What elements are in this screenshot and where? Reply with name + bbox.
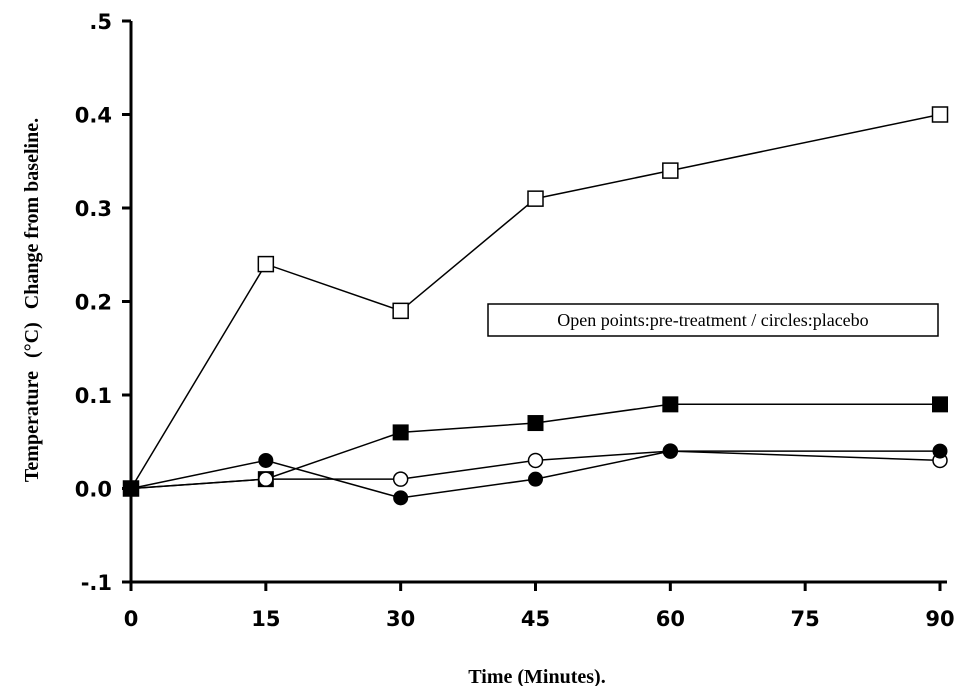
svg-text:Temperature (°C) C: Temperature (°C) Change from baseline. [21, 118, 43, 482]
data-point-open-square [527, 190, 544, 207]
data-point-filled-circle [528, 471, 543, 487]
data-point-open-circle [392, 471, 409, 487]
data-point-filled-square [527, 415, 544, 432]
data-point-open-circle [527, 452, 544, 469]
y-tick-label: -.1 [81, 571, 112, 595]
legend-box [487, 303, 939, 337]
data-point-open-square [257, 255, 275, 273]
data-point-filled-circle [662, 443, 678, 459]
x-ticks: 0 15 30 45 60 75 90 [124, 582, 955, 631]
y-axis-title-prefix: Temperature [21, 371, 43, 482]
data-point-filled-circle [258, 452, 274, 468]
series-group [122, 106, 949, 506]
series-line [130, 113, 941, 489]
x-tick-label: 60 [656, 607, 685, 631]
y-tick-label: 0.1 [75, 384, 112, 408]
data-point-filled-square [392, 424, 409, 441]
data-point-open-square [931, 106, 949, 123]
y-tick-label: 0.0 [75, 478, 112, 502]
x-tick-label: 90 [925, 607, 954, 631]
series-open-square [122, 106, 949, 497]
data-point-filled-circle [932, 443, 948, 459]
x-tick-label: 30 [386, 607, 415, 631]
y-axis-title-suffix: Change from baseline. [21, 118, 43, 309]
y-tick-label: 0.2 [75, 291, 112, 315]
data-point-filled-square [662, 396, 679, 413]
legend-note: Open points:pre-treatment / circles:plac… [487, 303, 939, 337]
data-point-filled-circle [393, 490, 409, 506]
axes [129, 21, 947, 584]
x-tick-label: 15 [251, 607, 280, 631]
y-axis-title-unit: (°C) [21, 322, 43, 358]
data-point-open-square [662, 162, 679, 179]
series-line [130, 450, 941, 490]
series-filled-circle [123, 443, 948, 506]
data-point-filled-circle [123, 481, 139, 496]
data-point-open-circle [258, 471, 274, 487]
data-point-open-square [392, 302, 409, 320]
series-line [130, 450, 940, 499]
legend-text: Open points:pre-treatment / circles:plac… [557, 310, 868, 330]
x-tick-label: 0 [124, 607, 139, 631]
data-point-filled-square [932, 396, 948, 413]
x-axis-title: Time (Minutes). [468, 666, 605, 686]
y-tick-label: .5 [89, 10, 112, 34]
y-tick-label: 0.3 [75, 197, 112, 221]
x-tick-label: 45 [521, 607, 550, 631]
y-axis-title: Temperature (°C) Change from baseline. [21, 118, 43, 482]
y-tick-label: 0.4 [75, 104, 112, 128]
y-ticks: -.1 0.0 0.1 0.2 0.3 0.4 .5 [75, 10, 131, 595]
x-tick-label: 75 [791, 607, 820, 631]
